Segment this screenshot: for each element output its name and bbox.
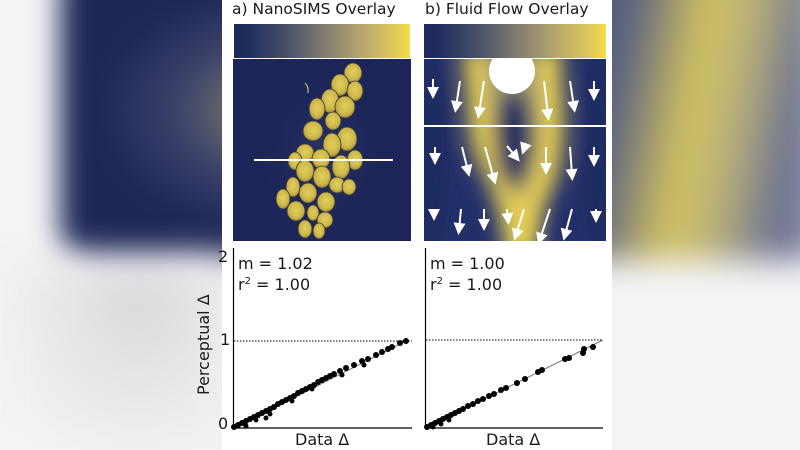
panel-b-fluid-flow-image	[424, 59, 606, 241]
plot-b-x-axis-label: Data Δ	[486, 430, 541, 449]
plot-b-slope: m = 1.00	[430, 254, 505, 273]
plot-a-ytick-2: 2	[218, 247, 229, 266]
panel-b-profile-line	[424, 125, 606, 127]
plot-b-r-squared: r2 = 1.00	[430, 275, 503, 294]
panel-b-title: b) Fluid Flow Overlay	[425, 0, 589, 18]
panel-a-nanosims-image	[233, 59, 411, 241]
plot-a-ytick-1: 1	[220, 330, 231, 349]
panel-b-colorbar	[424, 24, 606, 58]
panel-a-title: a) NanoSIMS Overlay	[232, 0, 396, 18]
plot-b-scatter	[424, 248, 604, 430]
plot-a-x-axis-label: Data Δ	[295, 430, 350, 449]
blurred-left-bottom-backdrop	[0, 260, 230, 450]
plot-a-scatter	[231, 248, 412, 430]
y-axis-label: Perceptual Δ	[194, 294, 213, 395]
plot-a-slope: m = 1.02	[238, 254, 313, 273]
panel-a-colorbar	[234, 24, 410, 58]
panel-a-profile-line	[254, 159, 393, 161]
plot-a-r-squared: r2 = 1.00	[238, 275, 311, 294]
plot-a-ytick-0: 0	[218, 414, 229, 433]
